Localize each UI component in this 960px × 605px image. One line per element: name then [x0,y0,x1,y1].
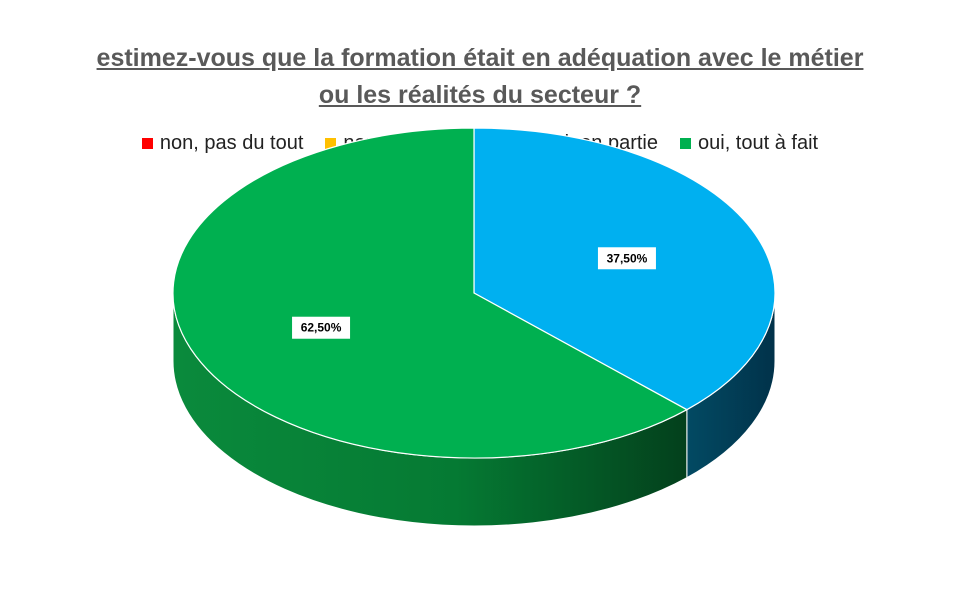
data-label-oui-en-partie: 37,50% [597,247,656,270]
chart-title: estimez-vous que la formation était en a… [0,40,960,114]
legend-item-oui-tout-a-fait: oui, tout à fait [680,132,818,155]
legend-swatch [141,138,153,149]
svg-text:62,50%: 62,50% [301,321,342,335]
svg-text:37,50%: 37,50% [607,251,648,265]
legend-swatch [680,138,691,149]
chart-title-line-1: estimez-vous que la formation était en a… [96,44,864,72]
legend-item-non-pas-du-tout: non, pas du tout [141,132,304,155]
legend-label: oui, tout à fait [698,132,819,154]
pie-slice-oui-tout-fait [172,127,689,459]
legend-label: non, pas du tout [159,132,304,154]
legend-swatch [325,138,337,149]
data-label-oui-tout-fait: 62,50% [292,316,351,339]
chart-title-line-2: ou les réalités du secteur ? [318,81,642,109]
